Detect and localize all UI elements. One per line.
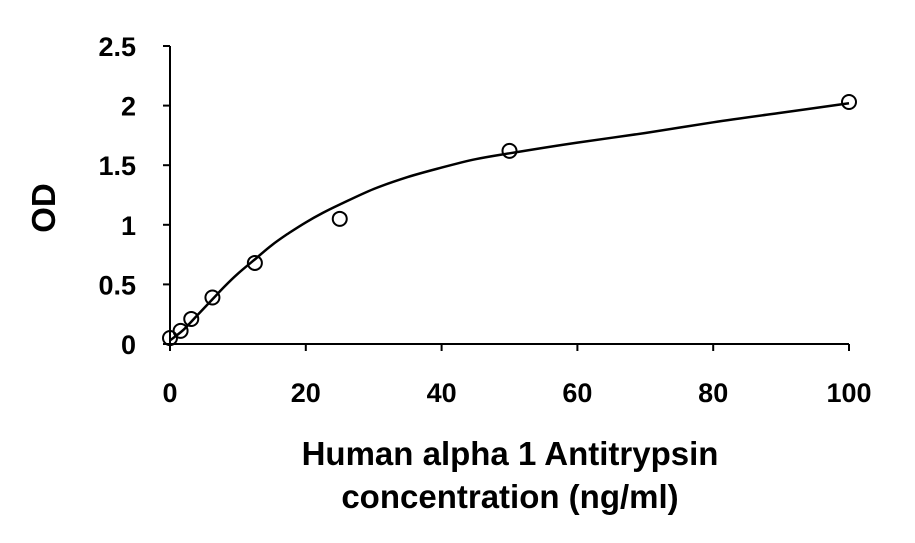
data-point — [841, 94, 857, 111]
x-tick-label: 60 — [562, 378, 592, 408]
data-point — [204, 289, 221, 306]
x-tick-label: 100 — [826, 378, 871, 408]
data-point — [331, 210, 348, 227]
data-point — [246, 254, 263, 271]
x-tick-label: 0 — [162, 378, 177, 408]
data-point — [501, 142, 518, 159]
y-axis-ticks: 0 0.5 1 1.5 2 2.5 — [98, 32, 170, 360]
x-axis-title-line-1: Human alpha 1 Antitrypsin — [302, 435, 719, 472]
data-point — [172, 322, 189, 339]
x-axis-title-line-2: concentration (ng/ml) — [341, 478, 678, 515]
x-tick-label: 40 — [427, 378, 457, 408]
data-point — [183, 310, 200, 327]
y-tick-label: 2 — [121, 92, 136, 122]
y-tick-label: 1 — [121, 211, 136, 241]
axes — [169, 46, 849, 345]
y-tick-label: 0 — [121, 330, 136, 360]
data-points — [162, 94, 857, 347]
y-axis-title: OD — [25, 183, 62, 233]
y-tick-label: 0.5 — [98, 270, 136, 300]
x-tick-label: 20 — [291, 378, 321, 408]
data-point — [162, 330, 178, 347]
x-tick-label: 80 — [698, 378, 728, 408]
y-tick-label: 1.5 — [98, 151, 136, 181]
y-tick-label: 2.5 — [98, 32, 136, 62]
fit-curve — [169, 101, 850, 342]
x-axis-ticks: 0 20 40 60 80 100 — [162, 344, 872, 408]
